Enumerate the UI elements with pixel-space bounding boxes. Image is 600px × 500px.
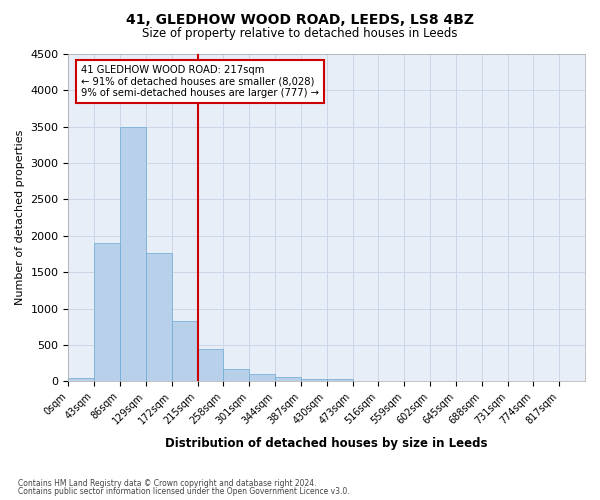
Bar	[146, 254, 172, 382]
Bar	[120, 126, 146, 382]
Y-axis label: Number of detached properties: Number of detached properties	[15, 130, 25, 306]
Text: Contains public sector information licensed under the Open Government Licence v3: Contains public sector information licen…	[18, 487, 350, 496]
Bar	[327, 379, 353, 382]
Text: Size of property relative to detached houses in Leeds: Size of property relative to detached ho…	[142, 28, 458, 40]
Bar	[197, 348, 223, 382]
Text: 41, GLEDHOW WOOD ROAD, LEEDS, LS8 4BZ: 41, GLEDHOW WOOD ROAD, LEEDS, LS8 4BZ	[126, 12, 474, 26]
Bar	[275, 378, 301, 382]
Bar	[94, 243, 120, 382]
Bar	[68, 378, 94, 382]
Bar	[223, 370, 249, 382]
Bar	[172, 321, 197, 382]
Bar	[249, 374, 275, 382]
X-axis label: Distribution of detached houses by size in Leeds: Distribution of detached houses by size …	[166, 437, 488, 450]
Text: Contains HM Land Registry data © Crown copyright and database right 2024.: Contains HM Land Registry data © Crown c…	[18, 478, 317, 488]
Text: 41 GLEDHOW WOOD ROAD: 217sqm
← 91% of detached houses are smaller (8,028)
9% of : 41 GLEDHOW WOOD ROAD: 217sqm ← 91% of de…	[82, 65, 319, 98]
Bar	[301, 378, 327, 382]
